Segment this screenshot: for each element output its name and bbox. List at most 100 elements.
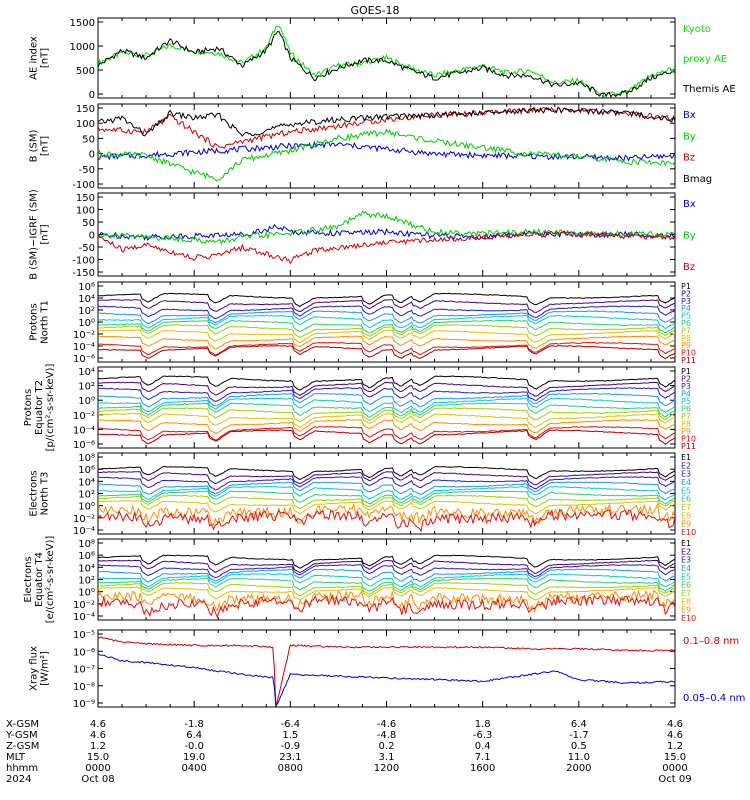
row-label: Z-GSM — [6, 741, 39, 752]
channel-label: E5 — [681, 486, 691, 495]
x-tick-hhmm: 2000 — [566, 763, 591, 774]
panel-data — [98, 636, 675, 707]
y-tick-label: 0 — [89, 231, 95, 242]
legend-label: Bz — [683, 262, 695, 273]
channel-label: P9 — [681, 341, 691, 350]
x-tick-xgsm: -4.6 — [377, 719, 397, 730]
y-axis-label: [e/(cm²-s-sr-keV)] — [45, 536, 56, 624]
channel-line-e1 — [98, 465, 675, 481]
channel-label: P11 — [681, 442, 696, 451]
series-line-themis-ae — [98, 31, 675, 98]
x-axis-table: X-GSMY-GSMZ-GSMMLThhmm20244.64.61.215.00… — [5, 719, 692, 785]
channel-label: E3 — [681, 556, 691, 565]
series-line-by — [98, 210, 675, 245]
channel-line-p5 — [98, 314, 675, 330]
channel-line-p2 — [98, 299, 675, 313]
x-tick-xgsm: 4.6 — [667, 719, 683, 730]
panel-frame — [97, 452, 676, 535]
y-axis-label: Electrons — [23, 556, 34, 602]
channel-line-p3 — [98, 305, 675, 320]
channel-line-e8 — [98, 500, 675, 515]
channel-line-e9 — [98, 589, 675, 614]
series-line-by — [98, 128, 675, 182]
y-tick-label: -50 — [79, 165, 95, 176]
y-tick-label: 10⁰ — [78, 396, 95, 407]
x-tick-hhmm: 1200 — [374, 763, 399, 774]
y-axis-label: Equator T4 — [34, 552, 45, 607]
x-tick-ygsm: 4.6 — [667, 730, 683, 741]
channel-label: P8 — [681, 420, 691, 429]
y-tick-label: 10⁸ — [78, 539, 95, 550]
x-tick-zgsm: -0.0 — [184, 741, 204, 752]
y-tick-label: 10⁻² — [73, 514, 95, 525]
row-label: X-GSM — [6, 719, 39, 730]
channel-label: P6 — [681, 319, 691, 328]
channel-label: E1 — [681, 539, 691, 548]
channel-line-e10 — [98, 593, 675, 619]
x-tick-date: Oct 08 — [81, 774, 114, 785]
y-tick-label: 150 — [76, 104, 95, 115]
channel-line-e2 — [98, 559, 675, 574]
channel-line-p10 — [98, 341, 675, 356]
y-tick-label: -100 — [72, 256, 95, 267]
channel-label: P9 — [681, 427, 691, 436]
legend-label: Bmag — [683, 174, 712, 185]
channel-label: E9 — [681, 606, 691, 615]
y-tick-label: 1000 — [70, 42, 95, 53]
row-label: Y-GSM — [5, 730, 38, 741]
channel-line-e7 — [98, 582, 675, 597]
y-tick-label: 100 — [76, 206, 95, 217]
y-axis-label: [nT] — [40, 48, 51, 68]
y-axis-label: [nT] — [40, 224, 51, 244]
x-tick-date: Oct 09 — [658, 774, 691, 785]
y-tick-label: 10² — [78, 490, 95, 501]
channel-label: E10 — [681, 528, 696, 537]
channel-line-p7 — [98, 407, 675, 423]
legend-label: proxy AE — [683, 54, 727, 65]
panel-data — [98, 210, 675, 265]
y-tick-label: 10⁻² — [73, 600, 95, 611]
x-tick-zgsm: 0.5 — [571, 741, 587, 752]
panel-data — [98, 106, 675, 182]
channel-line-e5 — [98, 573, 675, 588]
y-axis-label: North T1 — [40, 300, 51, 344]
channel-line-p1 — [98, 375, 675, 391]
panel-ae: 1500 1000 500 0 AE index [nT] Kyoto proxy AE The… — [29, 17, 736, 101]
channel-line-p1 — [98, 292, 675, 308]
channel-label: P6 — [681, 405, 691, 414]
y-tick-label: -100 — [72, 180, 95, 191]
y-tick-label: 150 — [76, 193, 95, 204]
y-axis-label: [nT] — [40, 136, 51, 156]
y-tick-label: 10⁴ — [78, 294, 95, 305]
channel-line-e6 — [98, 490, 675, 505]
channel-line-e6 — [98, 577, 675, 592]
y-axis-label: AE index — [29, 36, 40, 80]
channel-line-e3 — [98, 476, 675, 491]
channel-label: E10 — [681, 614, 696, 623]
channel-label: E2 — [681, 547, 691, 556]
x-tick-hhmm: 0800 — [278, 763, 303, 774]
channel-label: E7 — [681, 503, 691, 512]
panel-data — [98, 292, 675, 360]
channel-line-p8 — [98, 329, 675, 344]
channel-line-p4 — [98, 310, 675, 325]
channel-line-e2 — [98, 471, 675, 486]
panel-pe: 10⁴ 10² 10⁰ 10⁻² 10⁻⁴ 10⁻⁶ Protons Equator T2 [p… — [23, 364, 696, 452]
y-tick-label: 10⁶ — [78, 465, 95, 476]
legend-label: By — [683, 231, 696, 242]
y-tick-label: 10⁻² — [73, 411, 95, 422]
panel-frame — [97, 192, 676, 277]
y-axis-label: [W/m²] — [40, 651, 51, 686]
x-tick-mlt: 3.1 — [379, 752, 395, 763]
y-tick-label: 10⁻⁷ — [73, 665, 95, 676]
y-tick-label: 10⁻⁶ — [73, 647, 95, 658]
channel-label: E4 — [681, 478, 691, 487]
x-tick-mlt: 23.1 — [279, 752, 301, 763]
y-axis-label: Electrons — [29, 470, 40, 516]
x-tick-xgsm: -6.4 — [281, 719, 301, 730]
channel-line-e3 — [98, 564, 675, 579]
y-axis-label: Xray flux — [29, 646, 40, 691]
y-tick-label: 50 — [82, 218, 95, 229]
